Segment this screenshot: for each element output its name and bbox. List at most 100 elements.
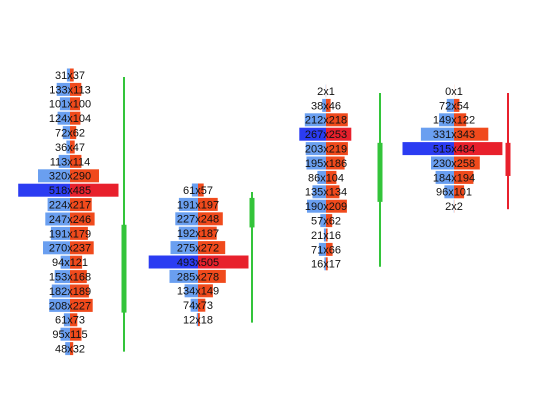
ask-bar (198, 269, 226, 283)
volume-label: 275x272 (177, 243, 219, 255)
ask-bar (70, 298, 93, 312)
volume-label: 101x100 (49, 99, 91, 111)
ask-bar (326, 242, 333, 256)
bid-bar (322, 98, 326, 112)
ask-bar (454, 113, 467, 127)
ask-bar (198, 226, 217, 240)
volume-label: 230x258 (433, 158, 475, 170)
volume-label: 203x219 (305, 144, 347, 156)
ask-bar (326, 199, 347, 213)
ask-bar (454, 142, 503, 156)
ask-bar (326, 113, 348, 127)
volume-label: 191x179 (49, 228, 91, 240)
ask-bar (70, 212, 95, 226)
ask-bar (454, 156, 480, 170)
ask-bar (326, 228, 328, 242)
volume-label: 74x73 (183, 300, 213, 312)
volume-label: 191x197 (177, 199, 219, 211)
volume-label: 270x237 (49, 243, 91, 255)
ask-bar (70, 241, 94, 255)
ask-bar (70, 327, 82, 341)
ask-bar (70, 154, 82, 168)
bid-bar (446, 98, 454, 112)
volume-label: 36x47 (55, 142, 85, 154)
volume-label: 61x73 (55, 315, 85, 327)
ask-bar (326, 214, 333, 228)
candle-body (505, 142, 511, 176)
volume-label: 212x218 (305, 115, 347, 127)
volume-label: 2x1 (317, 86, 335, 98)
ask-bar (326, 185, 340, 199)
ask-bar (70, 140, 75, 154)
bid-bar (148, 255, 198, 269)
volume-label: 184x194 (433, 172, 475, 184)
bid-bar (66, 68, 70, 82)
bid-bar (57, 111, 70, 125)
ask-bar (70, 198, 92, 212)
ask-bar (198, 313, 200, 327)
volume-label: 0x1 (445, 86, 463, 98)
volume-label: 95x115 (52, 329, 87, 341)
bid-bar (190, 298, 198, 312)
volume-label: 12x18 (183, 315, 213, 327)
volume-label: 153x168 (49, 272, 91, 284)
volume-label: 192x187 (177, 228, 219, 240)
bid-bar (178, 197, 198, 211)
volume-label: 38x46 (311, 100, 341, 112)
bid-bar (62, 126, 70, 140)
bid-bar (175, 212, 198, 226)
volume-label: 227x248 (177, 214, 219, 226)
ask-bar (326, 156, 345, 170)
ask-bar (198, 212, 223, 226)
volume-label: 195x186 (305, 158, 347, 170)
bid-bar (312, 185, 326, 199)
ask-bar (454, 127, 489, 141)
volume-label: 134x149 (177, 286, 219, 298)
volume-label: 133x113 (49, 84, 90, 96)
candle-body (377, 142, 383, 202)
volume-label: 493x505 (177, 257, 219, 269)
ask-bar (70, 169, 99, 183)
bid-bar (38, 169, 70, 183)
bid-bar (50, 226, 70, 240)
ask-bar (326, 170, 337, 184)
volume-label: 86x104 (308, 172, 344, 184)
volume-label: 61x57 (183, 185, 213, 197)
bid-bar (178, 226, 198, 240)
ask-bar (70, 68, 74, 82)
ask-bar (70, 183, 119, 197)
volume-label: 285x278 (177, 271, 219, 283)
bid-bar (320, 214, 326, 228)
candle-body (249, 197, 255, 228)
bid-bar (444, 185, 454, 199)
ask-bar (70, 313, 78, 327)
volume-label: 135x134 (305, 187, 347, 199)
ask-bar (326, 127, 352, 141)
ask-bar (70, 226, 88, 240)
bid-bar (299, 127, 326, 141)
bid-bar (51, 284, 70, 298)
volume-label: 190x209 (305, 201, 347, 213)
volume-label: 124x104 (49, 113, 91, 125)
bid-bar (304, 113, 326, 127)
bid-bar (196, 313, 198, 327)
volume-label: 72x54 (439, 100, 469, 112)
bid-bar (169, 269, 198, 283)
bid-bar (184, 284, 198, 298)
bid-bar (317, 170, 326, 184)
ask-bar (70, 126, 77, 140)
bid-bar (45, 212, 70, 226)
bid-bar (59, 97, 70, 111)
volume-label: 267x253 (305, 129, 347, 141)
volume-label: 31x37 (55, 70, 85, 82)
volume-label: 21x16 (311, 230, 341, 242)
ask-bar (198, 183, 204, 197)
bid-bar (54, 270, 70, 284)
volume-label: 224x217 (49, 200, 91, 212)
ask-bar (70, 270, 87, 284)
ask-bar (454, 98, 460, 112)
ask-bar (70, 97, 80, 111)
bid-bar (420, 127, 454, 141)
bid-bar (58, 154, 70, 168)
volume-label: 331x343 (433, 129, 475, 141)
